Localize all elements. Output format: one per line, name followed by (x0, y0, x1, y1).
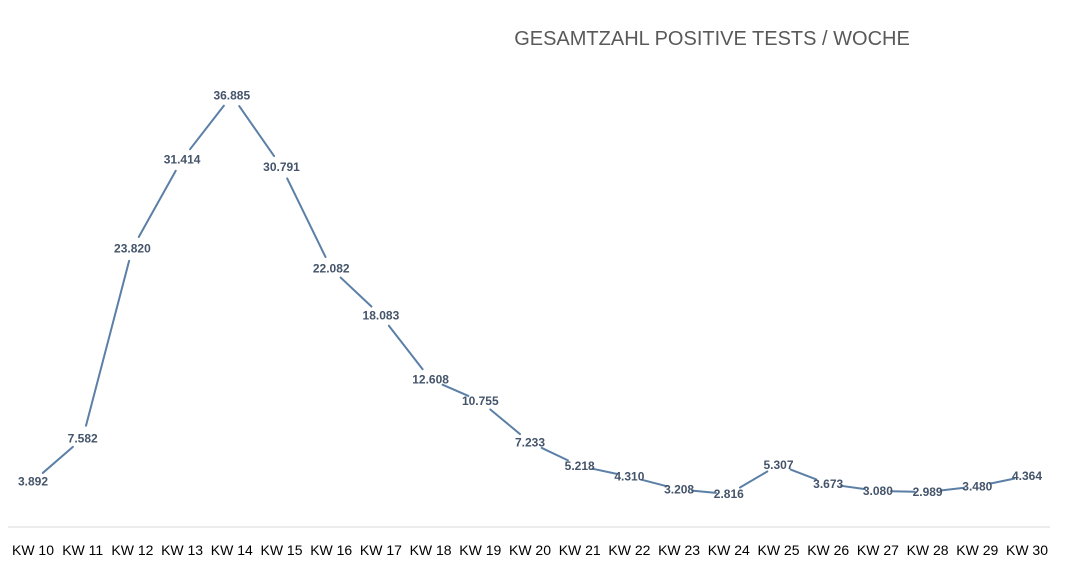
series-line-segment (489, 408, 521, 436)
series-line-segment (540, 446, 569, 462)
series-line-segment (339, 276, 373, 308)
data-label: 3.208 (664, 482, 694, 496)
series-line-segment (137, 169, 177, 238)
x-tick-label: KW 20 (509, 542, 551, 558)
data-label: 4.364 (1012, 469, 1042, 483)
data-label: 5.307 (763, 458, 793, 472)
series-line-segment (387, 324, 424, 371)
data-label: 31.414 (164, 152, 201, 166)
series-line-segment (989, 477, 1016, 485)
series-line-segment (840, 484, 867, 491)
series-line-segment (739, 470, 769, 489)
series-line-segment (286, 177, 327, 258)
data-label: 36.885 (213, 88, 250, 102)
x-tick-label: KW 10 (12, 542, 54, 558)
series-line-segment (640, 478, 668, 488)
x-tick-label: KW 24 (708, 542, 750, 558)
series-line-segment (189, 104, 225, 151)
series-line-segment (889, 490, 916, 493)
chart-title: GESAMTZAHL POSITIVE TESTS / WOCHE (514, 28, 910, 50)
data-label: 5.218 (565, 459, 595, 473)
data-label: 2.816 (714, 487, 744, 501)
data-label: 4.310 (614, 470, 644, 484)
x-tick-label: KW 14 (211, 542, 253, 558)
x-tick-label: KW 19 (459, 542, 501, 558)
data-label: 3.080 (863, 484, 893, 498)
data-label-group: 3.892 7.582 23.820 31.414 36.885 30.791 22.082… (18, 88, 1042, 501)
x-tick-label: KW 17 (360, 542, 402, 558)
series-line-segment (591, 467, 618, 475)
x-tick-label: KW 16 (310, 542, 352, 558)
data-label: 7.233 (515, 435, 545, 449)
x-tick-label: KW 12 (111, 542, 153, 558)
data-label: 12.608 (412, 372, 449, 386)
series-group (41, 104, 1016, 494)
x-tick-label: KW 29 (956, 542, 998, 558)
data-label: 7.582 (68, 431, 98, 445)
x-tick-label: KW 11 (62, 542, 103, 558)
data-label: 3.673 (813, 477, 843, 491)
x-tick-label: KW 21 (559, 542, 601, 558)
x-tick-label: KW 30 (1006, 542, 1048, 558)
x-tick-group: KW 10 KW 11 KW 12 KW 13 KW 14 KW 15 KW 16 KW 17… (12, 542, 1048, 558)
data-label: 10.755 (462, 394, 499, 408)
x-tick-label: KW 27 (857, 542, 899, 558)
data-label: 18.083 (363, 308, 400, 322)
data-label: 3.892 (18, 474, 48, 488)
series-line-segment (238, 105, 276, 158)
series-line-segment (41, 445, 74, 474)
series-line-segment (84, 259, 131, 427)
data-label: 3.480 (962, 479, 992, 493)
x-tick-label: KW 25 (757, 542, 799, 558)
data-label: 2.989 (913, 485, 943, 499)
x-tick-label: KW 13 (161, 542, 203, 558)
series-line-segment (441, 383, 470, 397)
x-tick-label: KW 26 (807, 542, 849, 558)
x-tick-label: KW 15 (260, 542, 302, 558)
x-tick-label: KW 18 (410, 542, 452, 558)
data-label: 30.791 (263, 160, 300, 174)
data-label: 23.820 (114, 241, 151, 255)
series-line-segment (789, 468, 818, 481)
x-tick-label: KW 28 (907, 542, 949, 558)
series-line-segment (691, 489, 717, 494)
x-tick-label: KW 22 (608, 542, 650, 558)
data-label: 22.082 (313, 262, 350, 276)
series-line-segment (939, 486, 966, 492)
x-tick-label: KW 23 (658, 542, 700, 558)
